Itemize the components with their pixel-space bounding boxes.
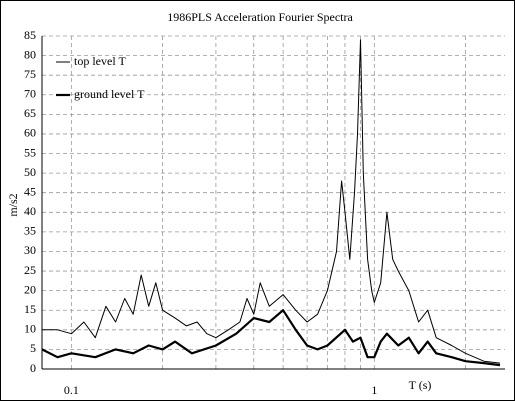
y-tick-label: 45 bbox=[24, 184, 36, 198]
y-tick-label: 80 bbox=[24, 47, 36, 61]
y-tick-label: 55 bbox=[24, 145, 36, 159]
y-tick-label: 70 bbox=[24, 87, 36, 101]
y-tick-label: 40 bbox=[24, 204, 36, 218]
y-tick-label: 35 bbox=[24, 224, 36, 238]
x-tick-label: 0.1 bbox=[64, 383, 79, 397]
y-tick-label: 10 bbox=[24, 322, 36, 336]
y-tick-label: 15 bbox=[24, 302, 36, 316]
y-tick-label: 25 bbox=[24, 263, 36, 277]
y-tick-label: 85 bbox=[24, 28, 36, 42]
y-tick-label: 60 bbox=[24, 126, 36, 140]
x-tick-label: 1 bbox=[371, 383, 377, 397]
legend-label: top level T bbox=[74, 54, 126, 68]
series-line bbox=[42, 39, 501, 364]
y-tick-label: 5 bbox=[30, 341, 36, 355]
y-tick-label: 20 bbox=[24, 282, 36, 296]
y-tick-label: 0 bbox=[30, 361, 36, 375]
y-tick-label: 30 bbox=[24, 243, 36, 257]
y-tick-label: 65 bbox=[24, 106, 36, 120]
chart-title: 1986PLS Acceleration Fourier Spectra bbox=[167, 10, 353, 24]
y-tick-label: 50 bbox=[24, 165, 36, 179]
series-line bbox=[41, 309, 501, 367]
y-axis-label: m/s2 bbox=[6, 193, 20, 216]
x-axis-label: T (s) bbox=[409, 378, 432, 392]
legend-label: ground level T bbox=[74, 87, 145, 101]
y-tick-label: 75 bbox=[24, 67, 36, 81]
